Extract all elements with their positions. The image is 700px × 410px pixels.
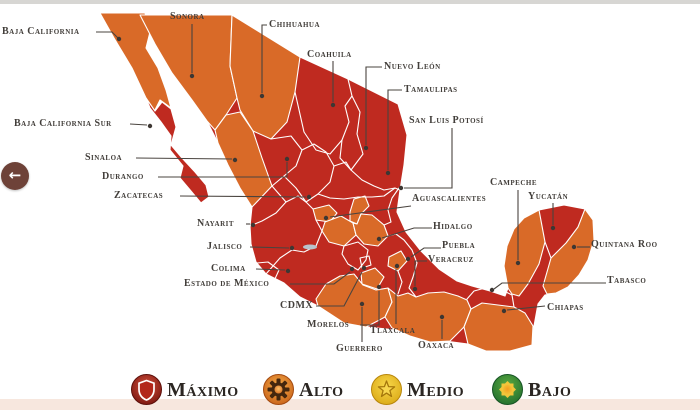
- leader-line-nuevo-leon: [365, 66, 382, 145]
- leader-dot-morelos: [376, 284, 382, 290]
- state-queretaro[interactable]: [349, 195, 370, 225]
- leader-line-puebla: [410, 247, 441, 258]
- leader-dot-cdmx: [361, 265, 367, 271]
- leader-line-colima: [255, 268, 286, 271]
- legend-label-maximo: Máximo: [167, 378, 239, 401]
- leader-dot-tabasco: [489, 287, 495, 293]
- leader-dot-campeche: [515, 260, 521, 266]
- bottom-strip: [0, 399, 700, 410]
- star-icon: [371, 374, 402, 405]
- state-aguascalientes[interactable]: [312, 204, 338, 223]
- leader-dot-oaxaca: [439, 314, 445, 320]
- legend-label-medio: Medio: [407, 378, 465, 401]
- state-quintana-roo[interactable]: [542, 208, 595, 295]
- leader-dot-veracruz: [412, 286, 418, 292]
- top-strip: [0, 0, 700, 4]
- leader-dot-colima: [285, 268, 291, 274]
- leader-dot-san-luis-potosi: [398, 185, 404, 191]
- leader-line-durango: [158, 162, 288, 178]
- leader-line-chiapas: [506, 305, 546, 311]
- leader-line-estado-de-mexico: [290, 271, 351, 285]
- leader-line-hidalgo: [381, 227, 432, 239]
- leader-dot-aguascalientes: [323, 215, 329, 221]
- leader-line-jalisco: [249, 246, 290, 249]
- leader-line-san-luis-potosi: [404, 128, 453, 189]
- state-tlaxcala[interactable]: [387, 250, 408, 272]
- legend-item-maximo: Máximo: [131, 374, 239, 405]
- legend-label-bajo: Bajo: [528, 378, 572, 401]
- state-oaxaca[interactable]: [384, 287, 472, 343]
- state-baja-california-sur[interactable]: [145, 97, 210, 204]
- leader-line-bcs: [129, 123, 148, 126]
- state-chiapas[interactable]: [463, 302, 534, 352]
- legend-label-alto: Alto: [299, 378, 344, 401]
- leader-dot-jalisco: [289, 245, 295, 251]
- state-borders: [249, 78, 552, 308]
- leader-dot-bcs: [147, 123, 153, 129]
- leader-line-aguascalientes: [329, 205, 412, 218]
- gear-icon: [263, 374, 294, 405]
- state-morelos[interactable]: [360, 267, 385, 290]
- leader-dot-guerrero: [359, 301, 365, 307]
- leader-line-bc: [96, 31, 119, 39]
- leader-dot-bc: [116, 36, 122, 42]
- leader-dot-coahuila: [330, 102, 336, 108]
- leader-dot-tamaulipas: [385, 170, 391, 176]
- lake-chapala: [303, 244, 317, 250]
- leader-dot-tlaxcala: [394, 263, 400, 269]
- back-button[interactable]: ←: [1, 162, 29, 190]
- arrow-left-icon: ←: [8, 166, 22, 184]
- leader-line-chihuahua: [261, 24, 267, 93]
- leader-line-tabasco: [493, 282, 606, 290]
- leader-dot-estado-de-mexico: [349, 266, 355, 272]
- leader-dot-chiapas: [501, 308, 507, 314]
- leader-dot-nuevo-leon: [363, 145, 369, 151]
- leader-lines: [96, 24, 606, 342]
- leader-dot-puebla: [405, 256, 411, 262]
- leader-line-sinaloa: [135, 157, 233, 160]
- leader-dot-durango: [284, 156, 290, 162]
- legend-item-bajo: Bajo: [492, 374, 571, 405]
- leader-line-tamaulipas: [387, 89, 402, 170]
- leader-dot-hidalgo: [376, 236, 382, 242]
- leader-dot-quintana-roo: [571, 244, 577, 250]
- sun-icon: [492, 374, 523, 405]
- state-campeche[interactable]: [503, 209, 546, 297]
- leader-line-morelos: [360, 291, 380, 326]
- leader-dot-chihuahua: [259, 93, 265, 99]
- leader-dot-zacatecas: [306, 194, 312, 200]
- leader-dot-sonora: [189, 73, 195, 79]
- leader-line-cdmx: [316, 271, 363, 307]
- state-guanajuato[interactable]: [321, 215, 357, 247]
- leader-line-zacatecas: [179, 195, 307, 198]
- leader-dot-nayarit: [250, 222, 256, 228]
- state-chihuahua[interactable]: [229, 14, 301, 140]
- state-sinaloa[interactable]: [214, 111, 273, 208]
- shield-icon: [131, 374, 162, 405]
- legend-item-alto: Alto: [263, 374, 343, 405]
- leader-dot-sinaloa: [232, 157, 238, 163]
- legend-item-medio: Medio: [371, 374, 464, 405]
- leader-line-veracruz: [414, 260, 427, 286]
- leader-dot-yucatan: [550, 225, 556, 231]
